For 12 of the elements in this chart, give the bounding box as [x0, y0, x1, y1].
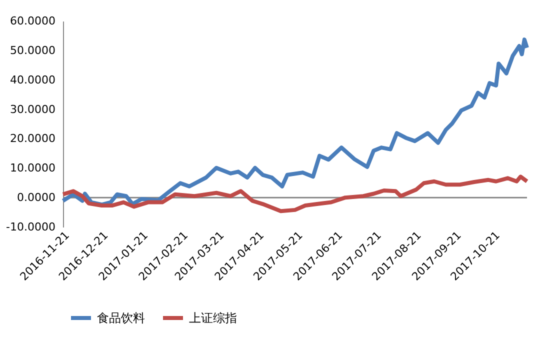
y-tick-label: 10.0000	[10, 162, 56, 175]
y-tick-label: 20.0000	[10, 132, 56, 146]
y-tick-label: 60.0000	[10, 14, 56, 28]
y-tick-label: 0.0000	[17, 191, 56, 204]
line-series	[61, 174, 529, 214]
line-series	[61, 38, 529, 207]
y-tick-label: 30.0000	[10, 102, 56, 116]
y-tick-label: 40.0000	[10, 73, 56, 86]
legend-label: 上证综指	[189, 311, 237, 325]
legend-label: 食品饮料	[97, 311, 145, 325]
y-tick-label: -10.0000	[6, 220, 56, 234]
y-tick-label: 50.0000	[10, 44, 56, 57]
